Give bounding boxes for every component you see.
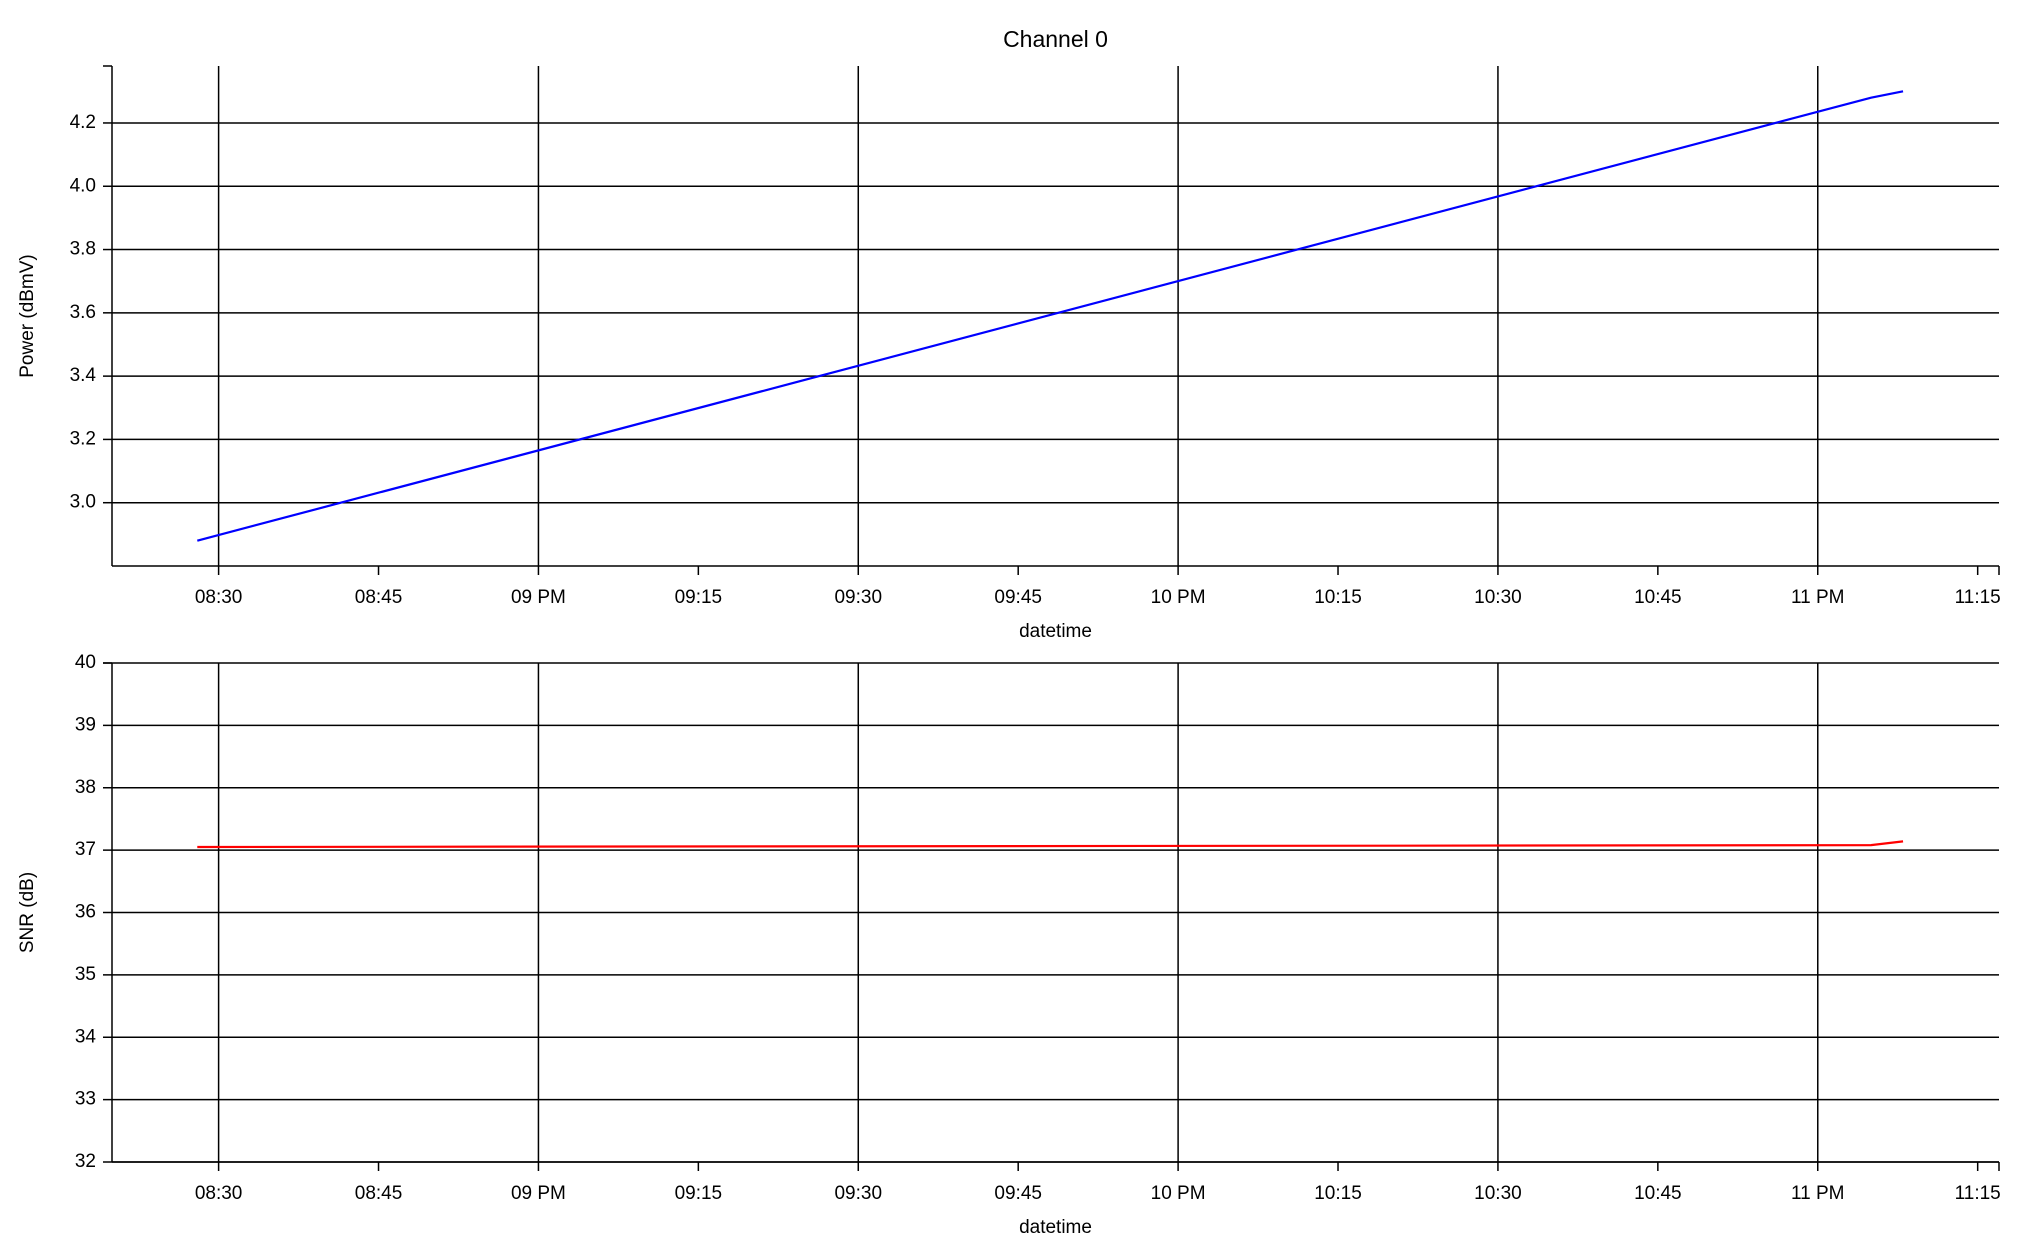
x-tick-label: 10:45 — [1634, 1183, 1682, 1204]
y-axis-label: Power (dBmV) — [17, 254, 38, 378]
y-tick-label: 32 — [75, 1151, 96, 1172]
y-tick-label: 33 — [75, 1089, 96, 1110]
y-tick-label: 4.0 — [70, 175, 96, 196]
y-tick-label: 3.6 — [70, 302, 96, 323]
x-tick-label: 11:15 — [1955, 1183, 2001, 1204]
y-axis-label: SNR (dB) — [17, 872, 38, 953]
x-tick-label: 10 PM — [1151, 587, 1206, 608]
x-tick-label: 10:30 — [1474, 1183, 1522, 1204]
x-tick-label: 10:15 — [1314, 587, 1362, 608]
x-tick-label: 09:30 — [834, 1183, 882, 1204]
x-tick-label: 08:30 — [195, 1183, 243, 1204]
x-tick-label: 10:30 — [1474, 587, 1522, 608]
chart-title: Channel 0 — [1003, 26, 1108, 52]
x-tick-label: 09:45 — [994, 587, 1042, 608]
x-tick-label: 10:15 — [1314, 1183, 1362, 1204]
x-tick-label: 08:45 — [355, 1183, 403, 1204]
y-tick-label: 4.2 — [70, 112, 96, 133]
x-tick-label: 09:30 — [834, 587, 882, 608]
x-tick-label: 09:15 — [675, 1183, 723, 1204]
x-tick-label: 11:15 — [1955, 587, 2001, 608]
x-tick-label: 10 PM — [1151, 1183, 1206, 1204]
x-tick-label: 09:15 — [675, 587, 723, 608]
data-line — [197, 840, 1904, 849]
x-axis-label: datetime — [1019, 621, 1092, 642]
x-tick-label: 09 PM — [511, 587, 566, 608]
x-tick-label: 09 PM — [511, 1183, 566, 1204]
x-tick-label: 08:45 — [355, 587, 403, 608]
y-tick-label: 35 — [75, 964, 96, 985]
y-tick-label: 39 — [75, 714, 96, 735]
y-tick-label: 3.4 — [70, 365, 97, 386]
y-tick-label: 3.8 — [70, 239, 96, 260]
x-tick-label: 09:45 — [994, 1183, 1042, 1204]
x-tick-label: 10:45 — [1634, 587, 1682, 608]
y-tick-label: 3.2 — [70, 428, 96, 449]
y-tick-label: 38 — [75, 777, 96, 798]
x-tick-label: 11 PM — [1791, 1183, 1845, 1204]
y-tick-label: 37 — [75, 839, 96, 860]
y-tick-label: 36 — [75, 902, 96, 923]
y-tick-label: 34 — [75, 1026, 97, 1047]
y-tick-label: 40 — [75, 652, 96, 673]
x-tick-label: 08:30 — [195, 587, 243, 608]
x-tick-label: 11 PM — [1791, 587, 1845, 608]
y-tick-label: 3.0 — [70, 492, 96, 513]
x-axis-label: datetime — [1019, 1217, 1092, 1238]
data-line — [197, 90, 1904, 542]
